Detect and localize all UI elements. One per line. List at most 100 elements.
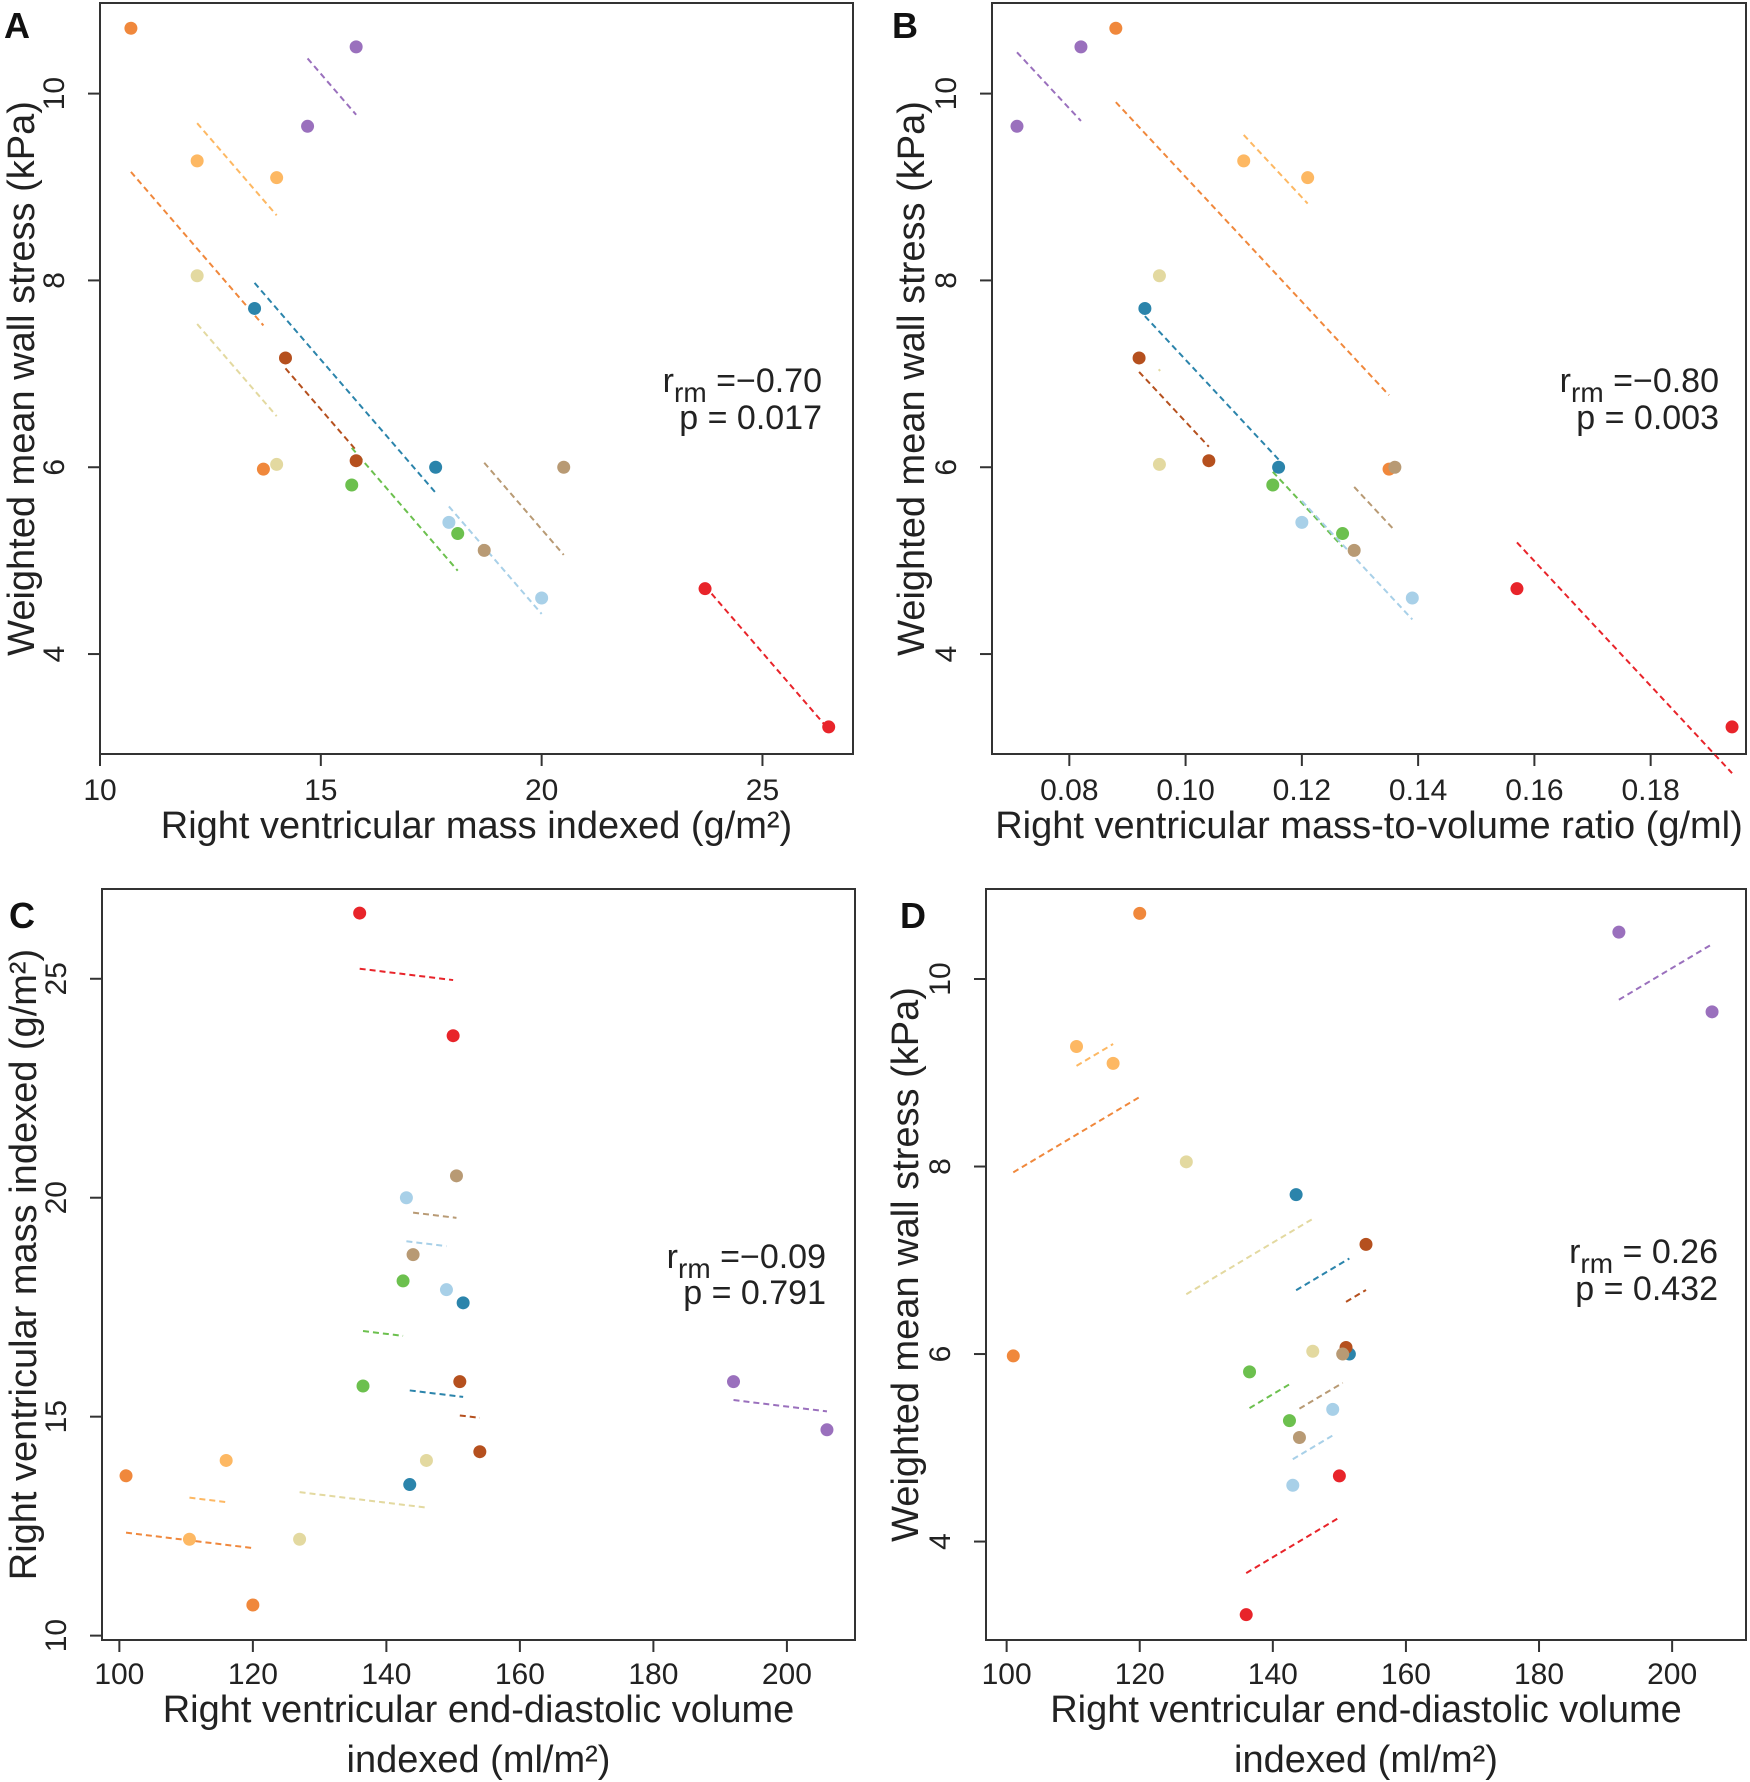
fit-line-tan: [1298, 1382, 1344, 1410]
fit-line-red: [1245, 1516, 1340, 1574]
p-value-annotation: p = 0.432: [1575, 1270, 1718, 1308]
y-tick-label: 4: [38, 646, 71, 663]
x-tick-label: 0.18: [1621, 774, 1679, 807]
r-value: =−0.09: [711, 1238, 826, 1276]
data-point-red: [1239, 1608, 1253, 1622]
data-point-brown: [1132, 351, 1146, 365]
fit-line-teal: [1295, 1257, 1350, 1292]
plot-frame: [101, 888, 856, 1641]
fit-line-tan: [483, 462, 565, 556]
data-point-light-blue: [442, 515, 456, 529]
x-tick-label: 180: [628, 1658, 678, 1691]
x-tick-label: 200: [1647, 1658, 1697, 1691]
x-axis-label: Right ventricular end-diastolic volume: [1050, 1689, 1682, 1731]
data-point-orange: [1133, 906, 1147, 920]
y-axis-label: Weighted mean wall stress (kPa): [885, 987, 927, 1542]
fit-line-red: [359, 967, 454, 982]
data-point-tan: [557, 460, 571, 474]
x-tick-label: 120: [228, 1658, 278, 1691]
fit-line-light-blue: [1292, 1434, 1334, 1461]
fit-line-red: [1516, 541, 1733, 774]
r-value: =−0.70: [707, 362, 822, 400]
data-point-light-blue: [1326, 1402, 1340, 1416]
plot-frame: [985, 888, 1747, 1641]
x-axis-label: Right ventricular mass indexed (g/m²): [161, 805, 792, 847]
data-point-light-orange: [1237, 154, 1251, 168]
x-tick-label: 0.08: [1040, 774, 1098, 807]
data-point-red: [1510, 582, 1524, 596]
y-tick-label: 10: [930, 77, 963, 110]
data-point-red: [822, 720, 836, 734]
panel-label: C: [9, 895, 35, 936]
x-tick-label: 25: [746, 774, 779, 807]
fit-line-brown: [284, 367, 357, 451]
rrm-subscript: rm: [678, 1253, 711, 1284]
data-point-beige: [1179, 1155, 1193, 1169]
data-point-tan: [449, 1169, 463, 1183]
x-tick-label: 0.10: [1156, 774, 1214, 807]
data-point-light-orange: [1106, 1056, 1120, 1070]
x-axis-label: Right ventricular mass-to-volume ratio (…: [995, 805, 1743, 847]
fit-line-purple: [306, 57, 357, 116]
panel-b: B 0.08 0.10 0.12 0.14 0.16 0.18 4 6 8 10 Right vent…: [891, 2, 1747, 847]
data-point-light-blue: [535, 591, 549, 605]
data-point-teal: [248, 301, 262, 315]
data-point-tan: [477, 543, 491, 557]
data-point-light-orange: [1070, 1040, 1084, 1054]
y-tick-label: 15: [40, 1400, 73, 1433]
x-tick-label: 0.14: [1389, 774, 1447, 807]
data-point-beige: [270, 457, 284, 471]
y-tick-label: 8: [924, 1158, 957, 1175]
y-axis-label: Right ventricular mass indexed (g/m²): [3, 949, 45, 1580]
fit-line-beige: [1185, 1217, 1314, 1296]
data-point-tan: [1336, 1347, 1350, 1361]
fit-line-green: [1249, 1383, 1290, 1409]
data-point-tan: [1388, 460, 1402, 474]
fit-line-brown: [1345, 1289, 1367, 1303]
fit-line-beige: [1157, 368, 1161, 372]
x-tick-label: 100: [982, 1658, 1032, 1691]
data-point-tan: [406, 1248, 420, 1262]
rrm-annotation: rrm = 0.26: [1569, 1233, 1718, 1279]
y-tick-label: 4: [924, 1533, 957, 1550]
data-point-green: [1266, 478, 1280, 492]
data-point-light-orange: [270, 171, 284, 185]
plot-frame: [99, 2, 854, 755]
data-point-red: [446, 1029, 460, 1043]
y-axis-label: Weighted mean wall stress (kPa): [1, 101, 43, 656]
x-tick-label: 160: [1381, 1658, 1431, 1691]
x-tick-label: 20: [525, 774, 558, 807]
data-point-green: [1282, 1414, 1296, 1428]
x-axis-label: indexed (ml/m²): [1234, 1739, 1498, 1781]
x-tick-label: 0.16: [1505, 774, 1563, 807]
data-point-teal: [456, 1296, 470, 1310]
x-tick-label: 120: [1115, 1658, 1165, 1691]
data-point-purple: [301, 119, 315, 133]
fit-line-green: [1272, 471, 1344, 548]
y-tick-label: 8: [930, 272, 963, 289]
data-point-teal: [403, 1478, 417, 1492]
p-value-annotation: p = 0.791: [683, 1274, 826, 1312]
fit-line-beige: [299, 1491, 427, 1509]
fit-line-brown: [1138, 371, 1210, 448]
y-tick-label: 6: [930, 459, 963, 476]
panel-label: D: [900, 895, 926, 936]
plot-frame: [991, 2, 1747, 755]
data-point-brown: [278, 351, 292, 365]
fit-line-orange: [1012, 1096, 1141, 1174]
rrm-annotation: rrm =−0.70: [663, 362, 822, 408]
fit-line-purple: [1016, 51, 1082, 122]
fit-line-light-orange: [196, 122, 278, 216]
data-point-purple: [820, 1423, 834, 1437]
x-tick-label: 200: [762, 1658, 812, 1691]
y-tick-label: 10: [38, 77, 71, 110]
data-point-teal: [1289, 1188, 1303, 1202]
r-label: r: [667, 1238, 678, 1276]
fit-line-light-orange: [189, 1496, 227, 1504]
y-tick-label: 20: [40, 1181, 73, 1214]
data-point-purple: [349, 40, 363, 54]
data-point-light-orange: [182, 1532, 196, 1546]
y-tick-label: 6: [924, 1346, 957, 1363]
